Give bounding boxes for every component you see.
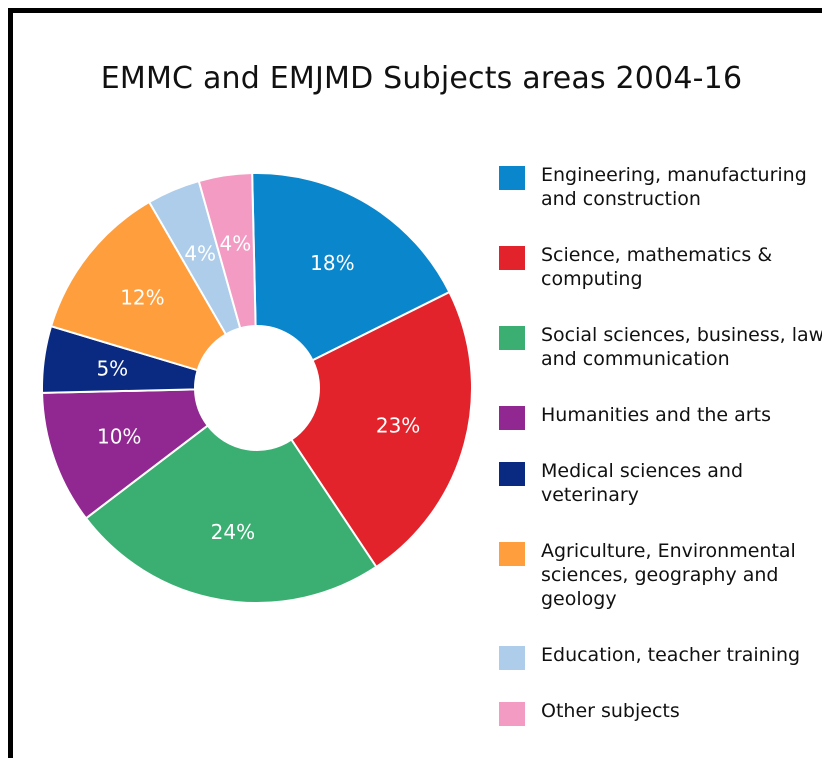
legend-swatch (499, 542, 525, 566)
slice-value-label: 12% (120, 286, 164, 310)
legend-swatch (499, 462, 525, 486)
slice-value-label: 10% (97, 424, 141, 448)
legend-swatch (499, 702, 525, 726)
legend-swatch (499, 166, 525, 190)
legend-label: Education, teacher training (541, 644, 801, 666)
slice-value-label: 4% (184, 242, 216, 266)
slice-value-label: 18% (310, 251, 354, 275)
legend-label: Other subjects (541, 700, 680, 722)
chart-frame: EMMC and EMJMD Subjects areas 2004-16 18… (8, 8, 822, 758)
chart-title: EMMC and EMJMD Subjects areas 2004-16 (100, 61, 743, 96)
legend-label: Humanities and the arts (541, 404, 771, 426)
slice-value-label: 23% (376, 414, 420, 438)
legend-label: Engineering, manufacturing and construct… (541, 164, 807, 210)
legend-swatch (499, 246, 525, 270)
donut-hole (195, 326, 319, 450)
legend-label: Medical sciences and veterinary (541, 460, 744, 506)
legend-label: Science, mathematics & computing (541, 244, 773, 290)
legend-swatch (499, 326, 525, 350)
legend-swatch (499, 646, 525, 670)
legend-label: Agriculture, Environmental sciences, geo… (541, 540, 796, 610)
donut-chart: 18% 23% 24% 10% 5% 12% 4% 4% (41, 172, 473, 604)
legend-label: Social sciences, business, law and commu… (541, 324, 822, 370)
slice-value-label: 4% (220, 232, 252, 256)
slice-value-label: 24% (211, 520, 255, 544)
slice-value-label: 5% (96, 356, 128, 380)
legend-swatch (499, 406, 525, 430)
